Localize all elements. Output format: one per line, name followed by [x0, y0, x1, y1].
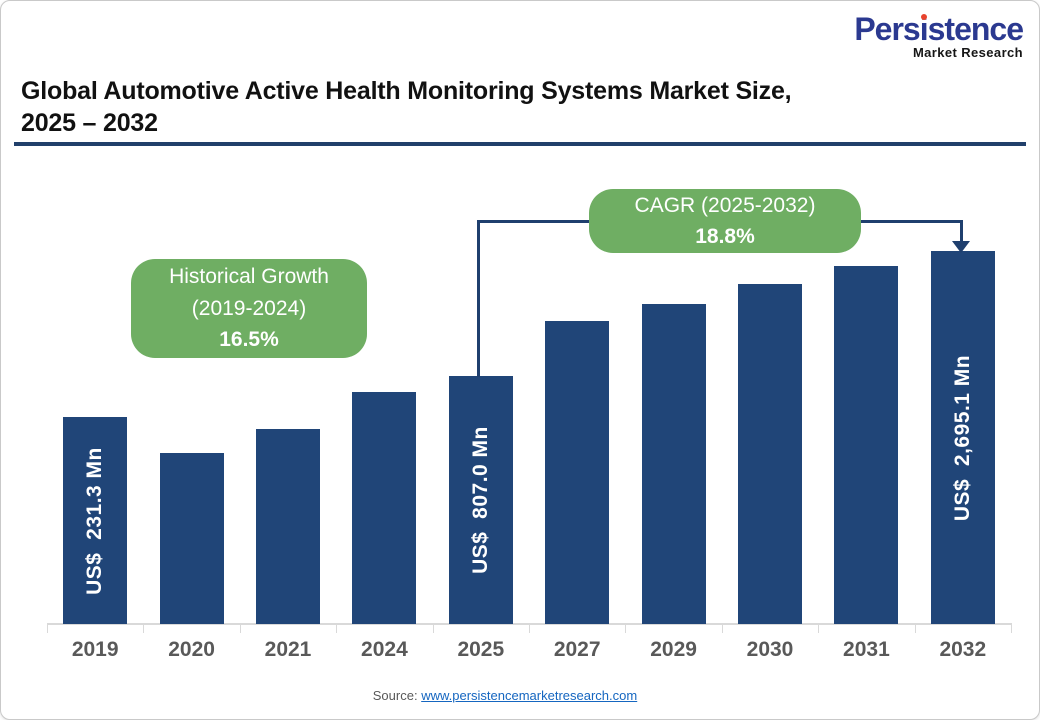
source-line: Source: www.persistencemarketresearch.co… [1, 688, 1009, 703]
cagr-connector-vertical-right [960, 220, 963, 242]
bar-2021 [256, 429, 320, 624]
title-line-1: Global Automotive Active Health Monitori… [21, 77, 792, 105]
historical-growth-label: Historical Growth [169, 265, 329, 289]
bar-2029 [641, 304, 706, 624]
x-axis-tick [143, 623, 145, 633]
bar-2031 [834, 266, 899, 624]
bar-2027 [545, 321, 610, 624]
x-axis-tick [432, 623, 434, 633]
bar-2019: US$ 231.3 Mn [63, 417, 128, 624]
x-tick-label-2031: 2031 [843, 638, 890, 661]
x-tick-label-2029: 2029 [650, 638, 697, 661]
page-title: Global Automotive Active Health Monitori… [21, 75, 792, 139]
logo-red-dot-i: i [919, 11, 929, 47]
x-axis-tick [818, 623, 820, 633]
x-axis-tick [239, 623, 241, 633]
bar-2020 [159, 453, 224, 624]
logo-text-pre: Pers [854, 11, 920, 47]
historical-growth-period: (2019-2024) [191, 296, 307, 320]
x-tick-label-2032: 2032 [939, 638, 987, 661]
x-tick-label-2019: 2019 [71, 638, 119, 661]
x-axis-tick [1011, 623, 1012, 633]
x-axis-tick [529, 623, 530, 633]
bar-value-label-2025: US$ 807.0 Mn [468, 426, 492, 574]
bar-2032: US$ 2,695.1 Mn [930, 251, 995, 624]
x-tick-label-2030: 2030 [746, 638, 794, 661]
x-tick-label-2027: 2027 [553, 638, 601, 661]
x-axis-tick [336, 623, 338, 633]
x-axis-tick [914, 623, 916, 633]
title-divider [14, 142, 1026, 146]
x-tick-label-2021: 2021 [264, 638, 312, 661]
persistence-market-research-logo: Persistence Market Research [854, 11, 1024, 60]
historical-growth-value: 16.5% [219, 328, 279, 352]
cagr-callout: CAGR (2025-2032) 18.8% [589, 189, 861, 253]
cagr-value: 18.8% [695, 225, 755, 248]
bar-2024 [352, 392, 417, 624]
bar-value-label-2019: US$ 231.3 Mn [83, 446, 107, 595]
historical-growth-callout: Historical Growth (2019-2024) 16.5% [131, 259, 367, 358]
logo-subtitle: Market Research [912, 45, 1023, 60]
x-axis-tick [721, 623, 723, 633]
logo-wordmark: Persistence [854, 11, 1024, 47]
title-line-2: 2025 – 2032 [21, 109, 158, 137]
x-tick-label-2020: 2020 [168, 638, 215, 661]
bar-2025: US$ 807.0 Mn [448, 376, 513, 624]
bar-2030 [738, 284, 802, 624]
cagr-connector-vertical-left [477, 220, 480, 377]
cagr-label: CAGR (2025-2032) [634, 193, 816, 217]
x-axis-tick [47, 623, 48, 633]
source-prefix: Source: [372, 688, 422, 703]
bar-value-label-2032: US$ 2,695.1 Mn [950, 354, 974, 521]
x-tick-label-2025: 2025 [457, 638, 505, 661]
logo-text-post: stence [927, 11, 1024, 47]
cagr-arrow-down-icon [952, 241, 970, 253]
x-tick-label-2024: 2024 [361, 638, 408, 661]
x-axis-tick [625, 623, 627, 633]
source-link[interactable]: www.persistencemarketresearch.com [421, 688, 638, 703]
